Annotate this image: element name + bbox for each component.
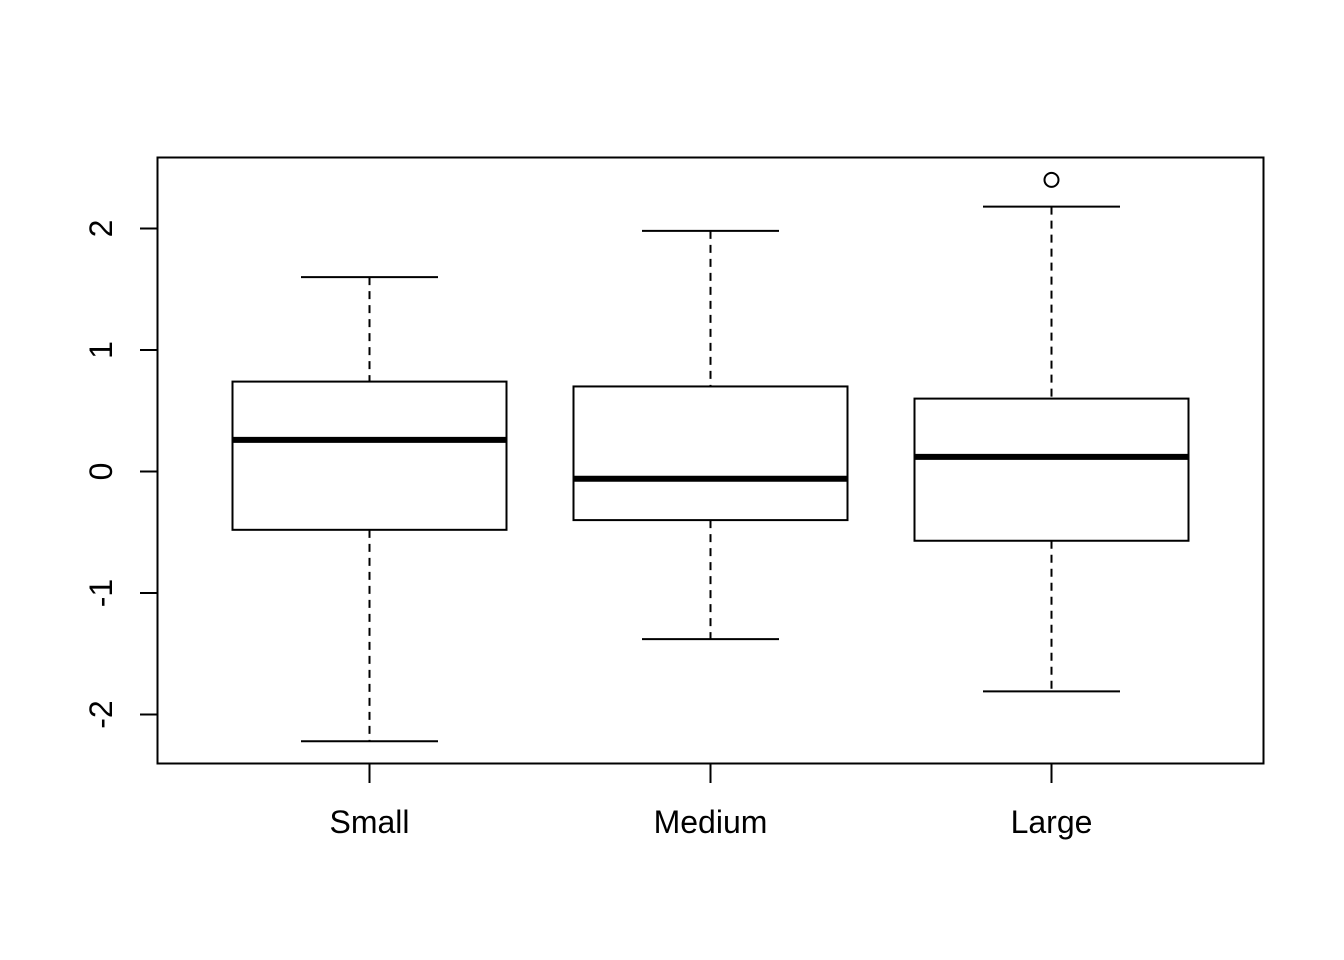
y-axis: -2 -1 0 1 2 (83, 220, 158, 729)
box-series (231, 171, 1190, 743)
box-group-2 (913, 171, 1190, 693)
box-group-1 (572, 229, 849, 641)
y-tick-label-4: 2 (83, 220, 119, 238)
iqr-box-1 (572, 385, 849, 522)
x-axis: Small Medium Large (329, 763, 1093, 840)
y-tick-label-2: 0 (83, 463, 119, 481)
x-tick-label-2: Large (1011, 804, 1093, 840)
outlier-2-0 (1043, 171, 1060, 188)
box-group-0 (231, 276, 508, 743)
y-tick-label-3: 1 (83, 341, 119, 359)
y-tick-label-1: -1 (83, 579, 119, 607)
x-tick-label-1: Medium (654, 804, 768, 840)
x-tick-label-0: Small (329, 804, 409, 840)
iqr-box-0 (231, 380, 508, 531)
y-tick-label-0: -2 (83, 700, 119, 728)
iqr-box-2 (913, 397, 1190, 542)
